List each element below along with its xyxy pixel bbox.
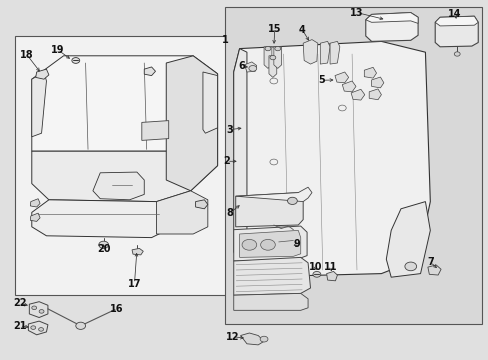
Circle shape — [264, 46, 270, 51]
Text: 19: 19 — [51, 45, 64, 55]
Polygon shape — [32, 72, 46, 137]
Text: 1: 1 — [221, 35, 228, 45]
Circle shape — [269, 55, 275, 60]
Polygon shape — [244, 62, 256, 72]
Polygon shape — [434, 16, 477, 47]
Polygon shape — [365, 13, 417, 41]
Polygon shape — [386, 202, 429, 277]
Polygon shape — [364, 67, 376, 78]
Polygon shape — [233, 293, 307, 310]
Text: 5: 5 — [317, 75, 324, 85]
Circle shape — [39, 310, 44, 313]
Circle shape — [312, 271, 320, 277]
Polygon shape — [240, 333, 264, 345]
Polygon shape — [233, 41, 429, 277]
Text: 21: 21 — [13, 321, 26, 331]
Polygon shape — [235, 187, 311, 202]
Polygon shape — [233, 257, 310, 295]
Text: 20: 20 — [97, 244, 110, 255]
Text: 3: 3 — [226, 125, 233, 135]
Circle shape — [72, 58, 80, 63]
Polygon shape — [32, 56, 217, 151]
Polygon shape — [303, 40, 317, 64]
Text: 8: 8 — [226, 208, 233, 218]
Polygon shape — [132, 248, 143, 255]
Polygon shape — [32, 133, 217, 202]
Circle shape — [453, 52, 459, 56]
Text: 4: 4 — [298, 24, 305, 35]
Circle shape — [260, 336, 267, 342]
Polygon shape — [371, 77, 383, 88]
Circle shape — [242, 239, 256, 250]
Circle shape — [260, 239, 275, 250]
Polygon shape — [239, 230, 300, 257]
Circle shape — [274, 220, 282, 226]
Polygon shape — [368, 89, 381, 100]
Bar — [224, 7, 481, 324]
Polygon shape — [233, 226, 306, 261]
Circle shape — [269, 159, 277, 165]
Polygon shape — [28, 321, 48, 335]
Polygon shape — [233, 49, 246, 263]
Circle shape — [99, 241, 108, 248]
Text: 11: 11 — [324, 262, 337, 272]
Circle shape — [248, 66, 256, 71]
Text: 13: 13 — [349, 8, 363, 18]
Polygon shape — [203, 72, 217, 133]
Polygon shape — [235, 193, 303, 227]
Polygon shape — [334, 72, 348, 83]
Polygon shape — [93, 172, 144, 200]
Circle shape — [76, 322, 85, 329]
Circle shape — [39, 328, 43, 331]
Polygon shape — [427, 265, 440, 275]
Polygon shape — [342, 81, 355, 92]
Text: 12: 12 — [225, 332, 239, 342]
Text: 16: 16 — [109, 304, 123, 314]
Circle shape — [404, 262, 416, 271]
Bar — [15, 36, 234, 295]
Polygon shape — [365, 13, 417, 23]
Polygon shape — [195, 200, 207, 209]
Text: 7: 7 — [426, 257, 433, 267]
Polygon shape — [326, 271, 337, 281]
Text: 6: 6 — [238, 61, 244, 71]
Text: 14: 14 — [447, 9, 461, 19]
Polygon shape — [434, 16, 477, 26]
Text: 18: 18 — [20, 50, 34, 60]
Polygon shape — [264, 47, 271, 68]
Circle shape — [287, 197, 297, 204]
Circle shape — [31, 326, 36, 329]
Polygon shape — [268, 56, 276, 77]
Polygon shape — [36, 69, 49, 79]
Polygon shape — [273, 47, 281, 68]
Polygon shape — [32, 200, 166, 238]
Polygon shape — [350, 89, 364, 100]
Text: 2: 2 — [223, 156, 230, 166]
Text: 15: 15 — [267, 24, 281, 34]
Circle shape — [274, 46, 280, 51]
Polygon shape — [156, 191, 207, 234]
Circle shape — [269, 78, 277, 84]
Text: 22: 22 — [13, 298, 26, 309]
Polygon shape — [166, 56, 217, 191]
Text: 10: 10 — [308, 262, 322, 272]
Circle shape — [406, 256, 414, 262]
Text: 9: 9 — [293, 239, 300, 249]
Circle shape — [338, 105, 346, 111]
Polygon shape — [29, 302, 48, 318]
Polygon shape — [320, 41, 329, 64]
Polygon shape — [30, 199, 40, 207]
Polygon shape — [142, 121, 168, 140]
Polygon shape — [30, 213, 40, 221]
Circle shape — [32, 306, 37, 310]
Polygon shape — [329, 41, 339, 64]
Text: 17: 17 — [127, 279, 141, 289]
Polygon shape — [144, 67, 155, 76]
